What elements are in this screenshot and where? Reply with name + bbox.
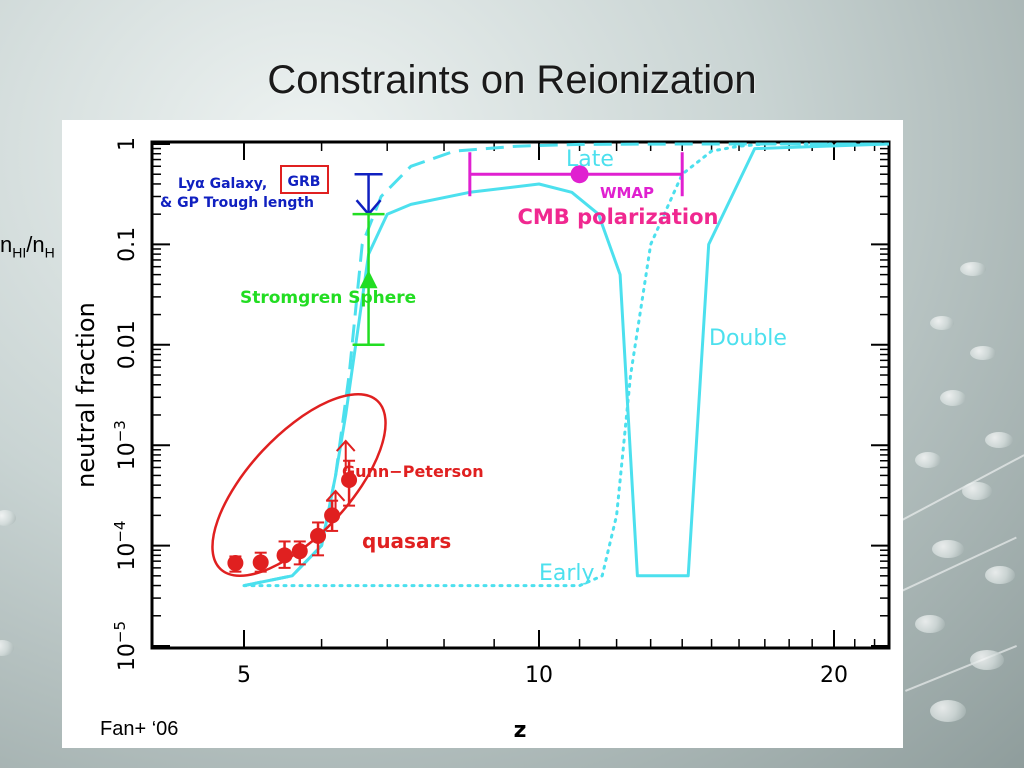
curve-early [242, 142, 891, 588]
y-tick-base: 1 [115, 137, 140, 151]
model-curves [242, 142, 891, 588]
y-tick-text: 1 [115, 137, 140, 151]
x-tick-label: 10 [525, 663, 553, 688]
y-tick-text: 0.1 [115, 227, 140, 262]
y-tick-base: 0.01 [115, 320, 140, 369]
y-tick-exponent: −3 [111, 420, 129, 442]
plot-frame [150, 140, 891, 650]
quasar-point [341, 472, 358, 489]
wmap-point [570, 165, 589, 184]
grb-highlight-box [280, 165, 329, 194]
cmb-polarization-label: CMB polarization [517, 205, 718, 229]
y-tick-exponent: −5 [111, 621, 129, 643]
gunn-peterson-label: Gunn−Peterson [342, 462, 484, 481]
chart-panel: 5 10 20 1 0.1 0.01 10−3 10−4 10−5 z neutral frac… [62, 120, 903, 748]
quasars-label: quasars [362, 529, 451, 553]
y-tick-label: 0.1 [115, 227, 140, 262]
y-tick-label: 10−4 [111, 521, 140, 571]
curve-label-early: Early [539, 561, 595, 586]
y-axis-title: neutral fraction [72, 302, 100, 488]
y-tick-base: 0.1 [115, 227, 140, 262]
y-tick-label: 10−3 [111, 420, 140, 470]
quasar-point [252, 554, 269, 571]
curve-label-double: Double [709, 326, 787, 351]
stromgren-label: Stromgren Sphere [240, 288, 416, 308]
quasar-point [310, 527, 327, 544]
y-tick-label: 0.01 [115, 320, 140, 369]
y-tick-exponent: −4 [111, 521, 129, 543]
y-tick-base: 10 [115, 442, 140, 470]
x-tick-label: 5 [237, 663, 251, 688]
curve-label-late: Late [566, 147, 614, 172]
quasar-measurements: Gunn−Peterson quasars [211, 392, 484, 578]
quasar-lower-limit-arrow [335, 439, 356, 452]
y-tick-base: 10 [115, 643, 140, 671]
slide-title: Constraints on Reionization [267, 58, 757, 102]
quasar-point [324, 507, 341, 524]
grb-label: GRB [288, 174, 321, 190]
axis-ticks [152, 142, 889, 648]
quasar-point [276, 547, 293, 564]
y-tick-label: 10−5 [111, 621, 140, 671]
y-tick-label: 1 [115, 137, 140, 151]
galaxy-label: Lyα Galaxy, [178, 176, 267, 192]
x-axis-title: z [514, 718, 527, 743]
citation-credit: Fan+ ‘06 [100, 718, 179, 740]
stromgren-point [359, 270, 378, 289]
wmap-label: WMAP [600, 184, 654, 202]
y-tick-base: 10 [115, 543, 140, 571]
x-tick-label: 20 [820, 663, 848, 688]
y-tick-text: 10−3 [111, 420, 140, 470]
hydrogen-fraction-label: nHI/nH [0, 232, 55, 261]
y-tick-text: 10−4 [111, 521, 140, 571]
gp-trough-label: & GP Trough length [160, 195, 314, 211]
y-tick-text: 0.01 [115, 320, 140, 369]
y-tick-text: 10−5 [111, 621, 140, 671]
quasar-point [291, 543, 308, 560]
quasar-point [227, 555, 244, 572]
annotations: WMAP CMB polarization Late Double Early Lyα G… [160, 147, 787, 586]
curve-double [243, 142, 890, 588]
quasar-lower-limit-arrow [325, 489, 346, 502]
